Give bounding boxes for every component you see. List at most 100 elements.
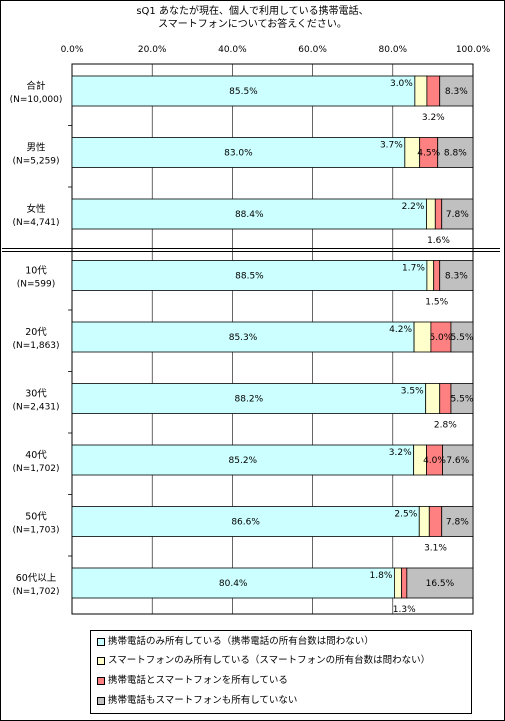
category-n-label: (N=1,702): [12, 464, 59, 474]
data-label: 2.5%: [394, 510, 417, 520]
data-label: 1.8%: [370, 571, 393, 581]
bar-segment: [413, 321, 432, 353]
data-label: 5.0%: [429, 333, 452, 343]
data-label: 3.2%: [422, 113, 445, 123]
legend-label-both: 携帯電話とスマートフォンを所有している: [108, 675, 288, 686]
data-label: 4.0%: [423, 456, 446, 466]
data-label: 88.2%: [235, 395, 264, 405]
bar-segment: [439, 383, 452, 414]
data-label: 4.5%: [417, 149, 440, 159]
category-n-label: (N=599): [17, 280, 55, 290]
bar-segment: [401, 567, 408, 599]
bar-segment: [406, 567, 474, 599]
x-tick-label: 0.0%: [61, 45, 84, 55]
chart-legend: 携帯電話のみ所有している（携帯電話の所有台数は問わない） スマートフォンのみ所有…: [90, 630, 472, 714]
category-label: 30代: [25, 389, 47, 400]
chart-title-line-2: スマートフォンについてお答えください。: [158, 19, 347, 30]
category-label: 10代: [25, 266, 47, 277]
x-tick-label: 40.0%: [218, 45, 247, 55]
bar-segment: [71, 321, 415, 353]
data-label: 5.5%: [451, 333, 474, 343]
x-tick-label: 100.0%: [456, 45, 491, 55]
legend-swatch-smartphone-only: [97, 657, 105, 665]
bar-segment: [442, 444, 474, 476]
data-label: 7.6%: [446, 456, 469, 466]
data-label: 1.7%: [402, 264, 425, 274]
data-label: 80.4%: [219, 579, 248, 589]
data-label: 85.5%: [229, 87, 258, 97]
bar-segment: [441, 506, 474, 537]
category-n-label: (N=4,741): [12, 218, 59, 228]
data-label: 8.3%: [445, 87, 468, 97]
bar-segment: [71, 198, 427, 230]
legend-item-smartphone-only: スマートフォンのみ所有している（スマートフォンの所有台数は問わない）: [97, 654, 430, 668]
category-n-label: (N=2,431): [12, 403, 59, 413]
data-label: 2.2%: [402, 202, 425, 212]
data-label: 83.0%: [224, 149, 253, 159]
data-label: 1.5%: [425, 298, 448, 308]
bar-segment: [425, 383, 441, 414]
bar-segment: [450, 383, 474, 414]
bar-segment: [426, 75, 441, 107]
legend-label-smartphone-only: スマートフォンのみ所有している（スマートフォンの所有台数は問わない）: [108, 655, 431, 666]
bar-segment: [450, 321, 474, 353]
bar-segment: [414, 75, 428, 107]
bar-segment: [71, 260, 428, 291]
bar-segment: [426, 260, 435, 291]
bar-segment: [437, 137, 474, 168]
category-label: 男性: [26, 142, 46, 154]
data-label: 85.3%: [229, 333, 258, 343]
legend-label-mobile-only: 携帯電話のみ所有している（携帯電話の所有台数は問わない）: [108, 636, 374, 647]
bar-segment: [433, 260, 441, 291]
legend-item-neither: 携帯電話もスマートフォンも所有していない: [97, 694, 297, 708]
category-label: 20代: [25, 327, 47, 338]
bar-segment: [71, 75, 416, 107]
bar-segment: [426, 198, 436, 230]
category-label: 合計: [26, 80, 46, 92]
bar-segment: [434, 198, 443, 230]
data-label: 1.3%: [393, 605, 416, 615]
data-label: 85.2%: [229, 456, 258, 466]
legend-swatch-mobile-only: [97, 638, 105, 646]
legend-swatch-neither: [97, 697, 105, 705]
data-label: 88.4%: [235, 210, 264, 220]
category-n-label: (N=1,703): [12, 526, 59, 536]
data-label: 3.0%: [390, 79, 413, 89]
legend-swatch-both: [97, 677, 105, 685]
bar-segment: [71, 506, 420, 537]
bar-segment: [439, 75, 474, 107]
x-tick-label: 80.0%: [379, 45, 408, 55]
bar-segment: [71, 444, 415, 476]
bar-segment: [441, 198, 474, 230]
category-n-label: (N=1,863): [12, 341, 59, 351]
stacked-bar-chart: 0.0% 20.0% 40.0% 60.0% 80.0% 100.0% 合計 (N=10,00…: [2, 45, 500, 615]
category-label: 50代: [25, 512, 47, 523]
bar-segment: [418, 506, 430, 537]
bar-segment: [71, 567, 395, 599]
data-label: 3.2%: [389, 448, 412, 458]
category-label: 女性: [26, 203, 46, 215]
data-label: 2.8%: [434, 421, 457, 431]
data-label: 88.5%: [235, 272, 264, 282]
legend-item-both: 携帯電話とスマートフォンを所有している: [97, 674, 288, 688]
data-label: 16.5%: [426, 579, 455, 589]
data-label: 8.3%: [445, 272, 468, 282]
data-label: 1.6%: [427, 236, 450, 246]
legend-label-neither: 携帯電話もスマートフォンも所有していない: [108, 695, 298, 706]
data-label: 3.7%: [380, 141, 403, 151]
data-label: 7.8%: [446, 518, 469, 528]
chart-title-line-1: sQ1 あなたが現在、個人で利用している携帯電話、: [136, 6, 369, 17]
category-n-label: (N=5,259): [12, 157, 59, 167]
bar-segment: [439, 260, 474, 291]
bar-segment: [71, 383, 427, 414]
legend-item-mobile-only: 携帯電話のみ所有している（携帯電話の所有台数は問わない）: [97, 635, 374, 649]
data-label: 7.8%: [446, 210, 469, 220]
data-label: 5.5%: [451, 395, 474, 405]
category-n-label: (N=1,702): [12, 587, 59, 597]
category-label: 60代以上: [16, 573, 57, 584]
bar-segment: [428, 506, 443, 537]
bar-segment: [71, 137, 406, 168]
data-label: 86.6%: [231, 518, 260, 528]
data-label: 3.5%: [401, 387, 424, 397]
